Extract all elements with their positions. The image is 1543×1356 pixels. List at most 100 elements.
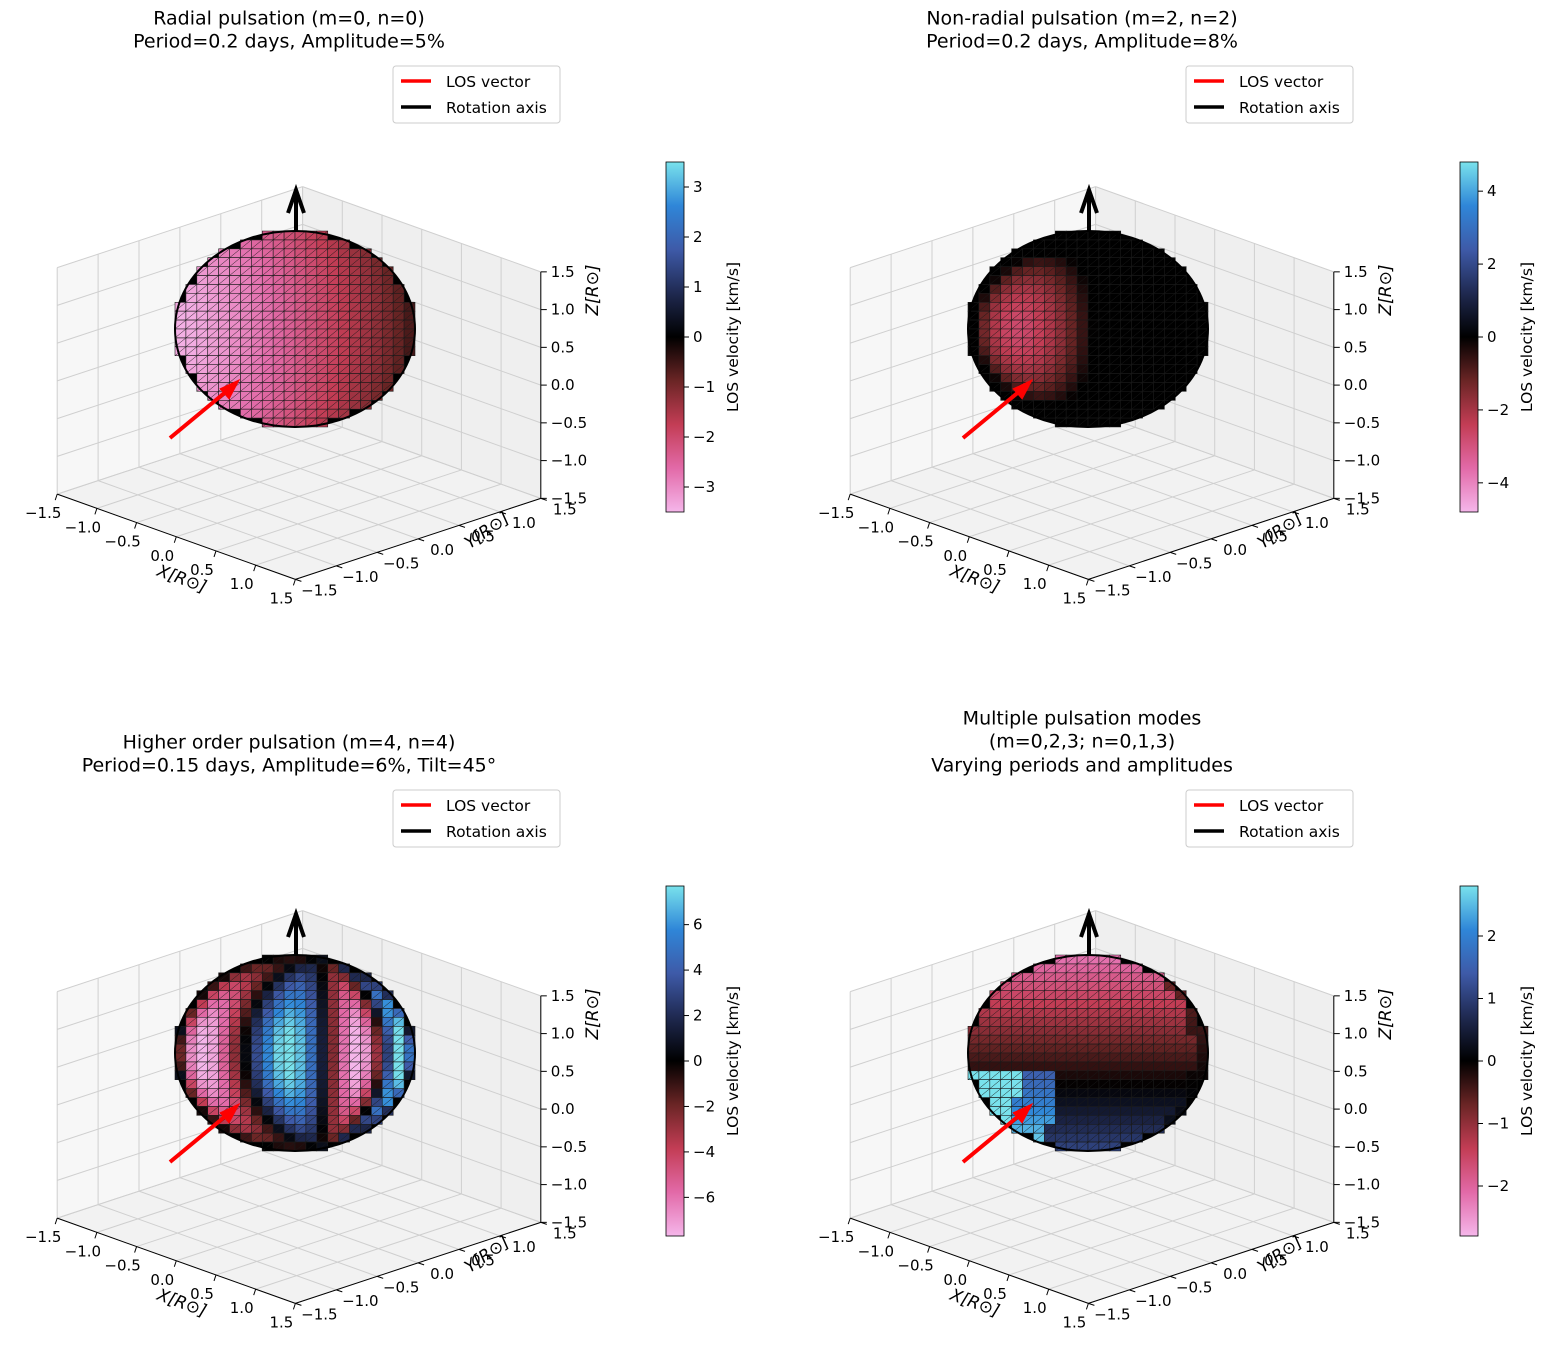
surface-edge	[1131, 1061, 1143, 1072]
surface-edge	[262, 400, 274, 410]
surface-edge	[1011, 1052, 1023, 1063]
surface-edge	[1055, 1008, 1067, 1018]
x-tick-label: 0.5	[983, 1285, 1007, 1303]
surface-edge	[229, 400, 241, 410]
surface-edge	[1175, 1034, 1187, 1045]
surface-edge	[305, 239, 317, 250]
surface-edge	[1076, 319, 1089, 330]
surface-edge	[989, 302, 1001, 312]
surface-edge	[273, 328, 285, 339]
surface-edge	[251, 293, 263, 303]
surface-edge	[1087, 1141, 1100, 1152]
surface-edge	[360, 275, 372, 285]
surface-edge	[1098, 400, 1110, 410]
surface-edge	[218, 319, 230, 330]
surface-edge	[1175, 1097, 1187, 1107]
colorbar-scale	[1459, 885, 1479, 1237]
surface-edge	[1000, 346, 1012, 356]
surface-edge	[327, 963, 339, 974]
surface-edge	[1066, 963, 1078, 974]
surface-edge	[1109, 302, 1121, 312]
surface-edge	[1120, 302, 1132, 312]
surface-edge	[283, 1008, 296, 1018]
surface-edge	[207, 346, 219, 356]
surface-edge	[1055, 257, 1067, 267]
surface-edge	[1109, 1017, 1121, 1027]
surface-edge	[218, 1017, 230, 1027]
surface-edge	[1164, 346, 1176, 356]
surface-edge	[1033, 1106, 1045, 1116]
surface-edge	[1098, 382, 1110, 392]
surface-edge	[978, 1017, 990, 1027]
surface-edge	[1120, 391, 1132, 401]
surface-edge	[1175, 1026, 1187, 1036]
surface-edge	[240, 981, 252, 991]
surface-edge	[1098, 1132, 1110, 1143]
surface-edge	[273, 391, 285, 401]
surface-edge	[1109, 1079, 1121, 1089]
surface-edge	[229, 319, 241, 330]
surface-edge	[1055, 284, 1067, 294]
surface-edge	[393, 346, 405, 356]
surface-edge	[1109, 1026, 1121, 1036]
surface-edge	[1033, 400, 1045, 410]
surface-edge	[283, 248, 296, 258]
surface-edge	[1011, 972, 1023, 982]
sphere-surface	[967, 954, 1209, 1152]
surface-edge	[1033, 972, 1045, 982]
surface-edge	[262, 1106, 274, 1116]
surface-edge	[1131, 302, 1143, 312]
surface-edge	[174, 310, 187, 321]
grid-line	[302, 1136, 541, 1223]
surface-edge	[1120, 248, 1132, 258]
surface-edge	[316, 328, 328, 339]
surface-edge	[978, 1026, 990, 1036]
surface-edge	[1066, 266, 1078, 276]
surface-edge	[316, 990, 328, 1000]
rotation-axis-arrowhead	[1079, 907, 1099, 938]
surface-edge	[262, 990, 274, 1000]
surface-edge	[1164, 302, 1176, 312]
surface-edge	[978, 1052, 990, 1063]
surface-edge	[294, 1017, 307, 1027]
surface-edge	[1120, 266, 1132, 276]
surface-edge	[989, 999, 1001, 1009]
surface-edge	[240, 239, 252, 250]
surface-edge	[196, 1079, 208, 1089]
grid-line	[302, 186, 541, 273]
surface-edge	[371, 275, 383, 285]
surface-edge	[1164, 1088, 1176, 1098]
surface-edge	[1076, 230, 1089, 241]
y-tick-label: 1.0	[1305, 1238, 1329, 1256]
y-tick-label: 1.5	[553, 1224, 577, 1242]
surface-edge	[1186, 1043, 1198, 1054]
legend-box	[392, 65, 561, 124]
surface-edge	[1033, 1079, 1045, 1089]
surface-edge	[294, 954, 307, 965]
surface-edge	[251, 981, 263, 991]
surface-edge	[316, 1088, 328, 1098]
surface-edge	[262, 337, 274, 348]
surface-edge	[1011, 364, 1023, 374]
surface-edge	[262, 1026, 274, 1036]
surface-edge	[1087, 266, 1100, 276]
surface-edge	[1153, 1017, 1165, 1027]
y-tick-label: −0.5	[383, 554, 419, 572]
surface-edge	[262, 1008, 274, 1018]
surface-edge	[989, 266, 1001, 276]
surface-edge	[273, 990, 285, 1000]
surface-edge	[316, 302, 328, 312]
surface-edge	[294, 373, 307, 383]
surface-edge	[174, 346, 187, 356]
surface-edge	[1066, 275, 1078, 285]
surface-edge	[251, 1034, 263, 1045]
z-axis-label: Z[R⊙]	[1376, 265, 1396, 317]
surface-edge	[1066, 355, 1078, 365]
surface-edge	[349, 382, 361, 392]
surface-edge	[1087, 1061, 1100, 1072]
surface-edge	[305, 1115, 317, 1125]
z-tick-label: 0.0	[1344, 376, 1368, 394]
surface-edge	[1055, 364, 1067, 374]
surface-edge	[196, 373, 208, 383]
